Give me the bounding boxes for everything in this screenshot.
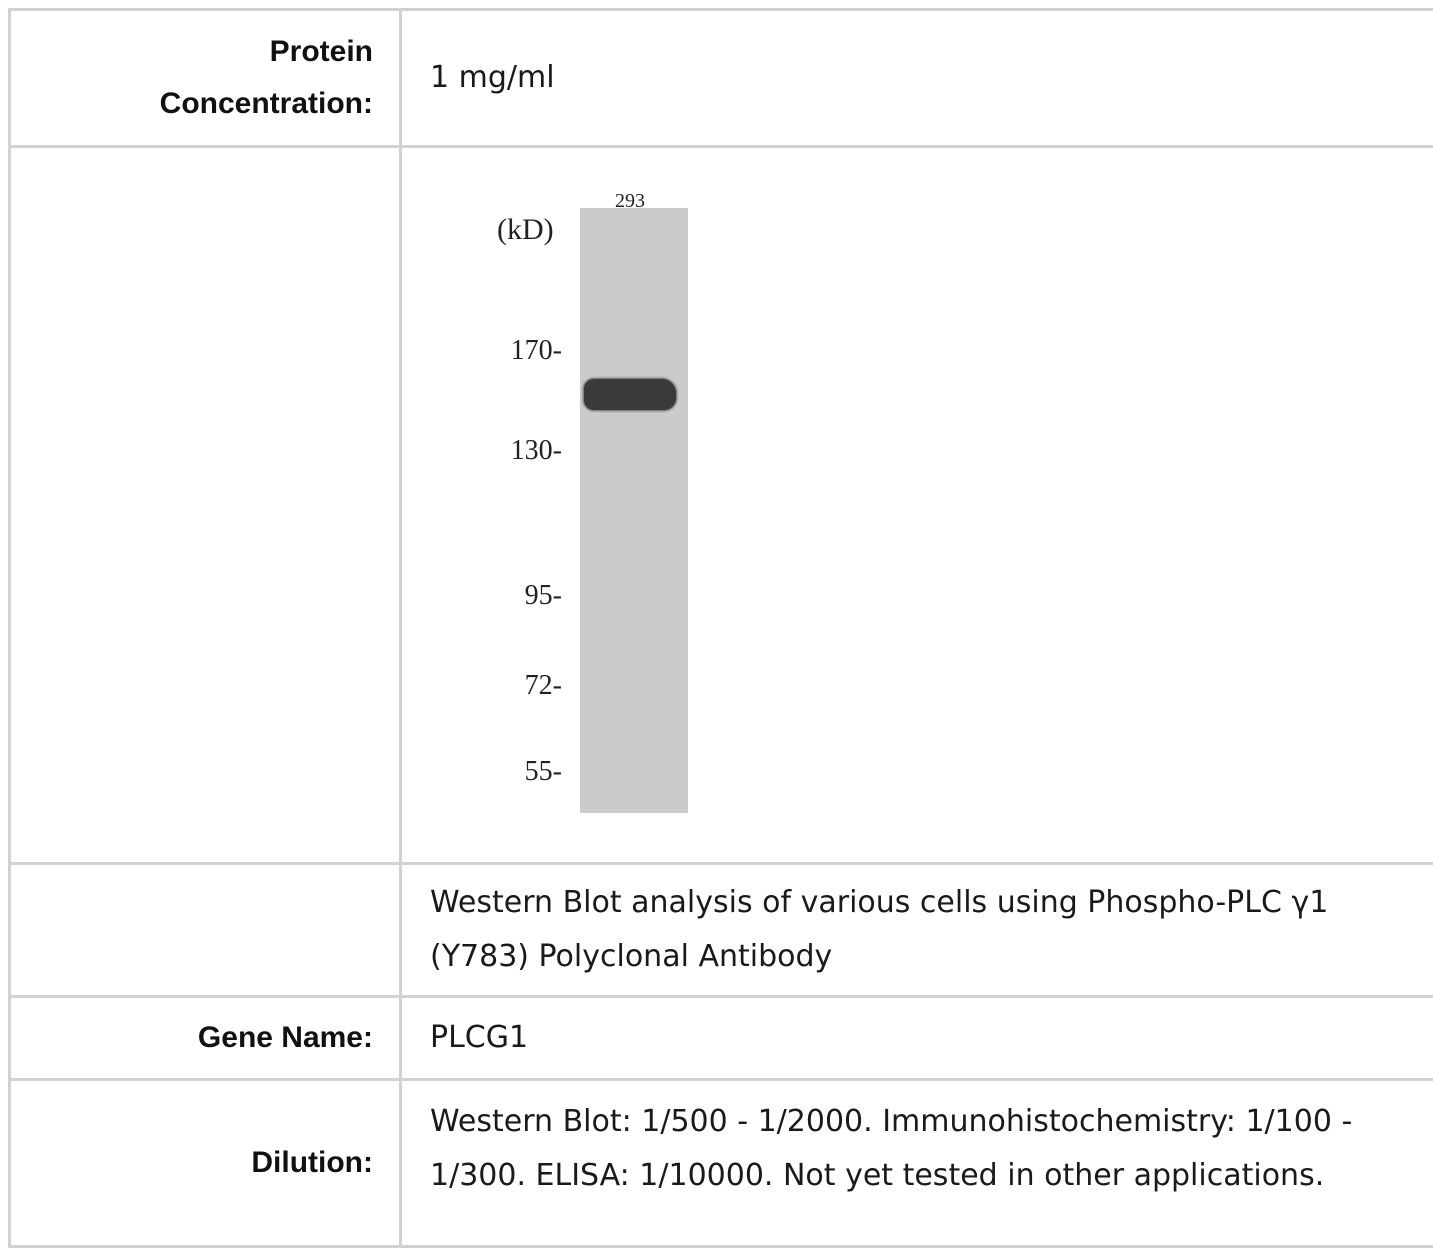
dilution-value: Western Blot: 1/500 - 1/2000. Immunohist… bbox=[401, 1080, 1433, 1247]
protein-concentration-label: Protein Concentration: bbox=[10, 10, 401, 147]
marker-130: 130- bbox=[482, 424, 562, 478]
unit-label: (kD) bbox=[497, 203, 554, 257]
dilution-line1: Western Blot: 1/500 - 1/2000. Immunohist… bbox=[430, 1095, 1417, 1149]
caption-line2: (Y783) Polyclonal Antibody bbox=[430, 930, 1417, 984]
product-spec-table: Protein Concentration: 1 mg/ml 293 (kD) … bbox=[8, 8, 1433, 1248]
gene-name-value: PLCG1 bbox=[401, 997, 1433, 1080]
gene-name-label: Gene Name: bbox=[10, 997, 401, 1080]
dilution-label: Dilution: bbox=[10, 1080, 401, 1247]
image-caption: Western Blot analysis of various cells u… bbox=[401, 864, 1433, 997]
dilution-line2: 1/300. ELISA: 1/10000. Not yet tested in… bbox=[430, 1149, 1417, 1203]
gene-name-row: Gene Name: PLCG1 bbox=[10, 997, 1433, 1080]
protein-label-line2: Concentration: bbox=[11, 78, 373, 130]
protein-concentration-value: 1 mg/ml bbox=[401, 10, 1433, 147]
blot-lane bbox=[580, 208, 688, 813]
western-blot-image-row: 293 (kD) 170- 130- 95- 72- 55- bbox=[10, 147, 1433, 864]
empty-label-cell bbox=[10, 864, 401, 997]
marker-95: 95- bbox=[482, 569, 562, 623]
marker-170: 170- bbox=[482, 324, 562, 378]
caption-line1: Western Blot analysis of various cells u… bbox=[430, 876, 1417, 930]
dilution-row: Dilution: Western Blot: 1/500 - 1/2000. … bbox=[10, 1080, 1433, 1247]
marker-55: 55- bbox=[482, 745, 562, 799]
empty-label-cell bbox=[10, 147, 401, 864]
marker-72: 72- bbox=[482, 659, 562, 713]
protein-concentration-row: Protein Concentration: 1 mg/ml bbox=[10, 10, 1433, 147]
caption-row: Western Blot analysis of various cells u… bbox=[10, 864, 1433, 997]
western-blot-image-cell: 293 (kD) 170- 130- 95- 72- 55- bbox=[401, 147, 1433, 864]
protein-label-line1: Protein bbox=[11, 26, 373, 78]
blot-band bbox=[584, 379, 676, 410]
western-blot-image: 293 (kD) 170- 130- 95- 72- 55- bbox=[402, 148, 702, 862]
